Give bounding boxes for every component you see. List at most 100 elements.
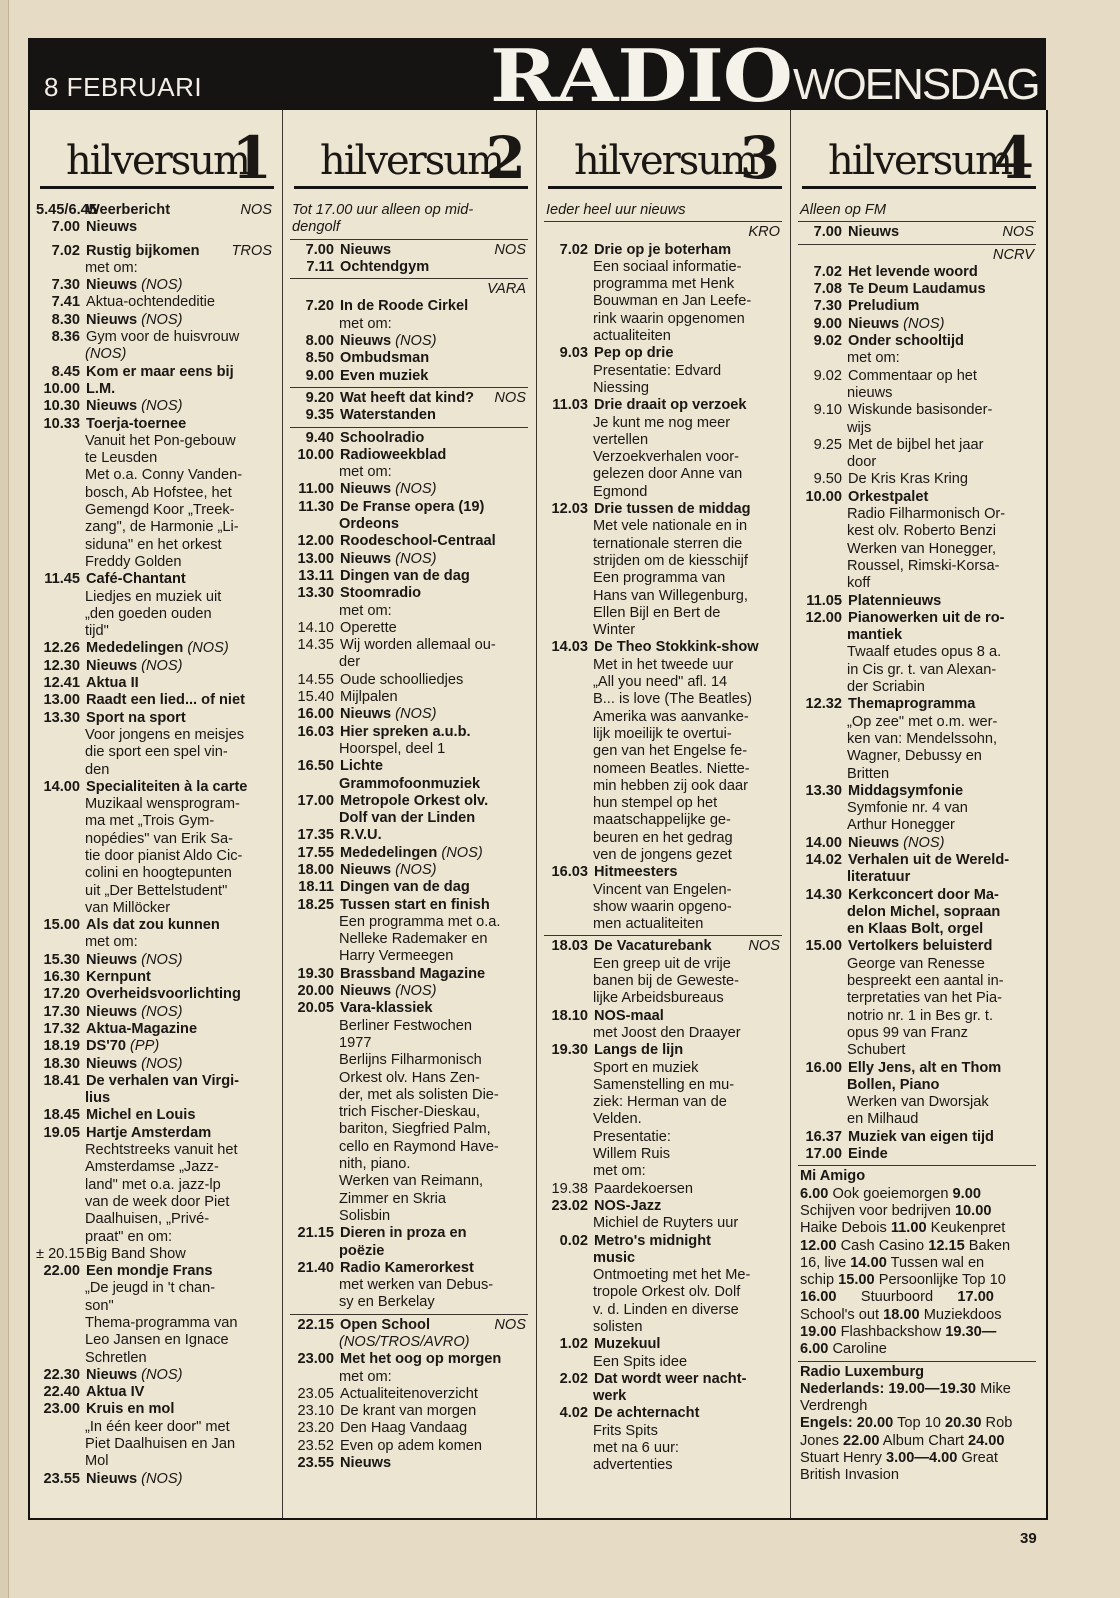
- program-text: Schijven voor bedrijven 10.00: [800, 1203, 991, 1219]
- station-title: hilversum 3: [548, 124, 782, 192]
- program-text: poëzie: [339, 1243, 384, 1259]
- program-text: Dingen van de dag: [340, 879, 470, 895]
- program-text: ven de jongens gezet: [593, 847, 732, 863]
- program-text: Radioweekblad: [340, 447, 446, 463]
- program-description: in Cis gr. t. van Alexan-: [847, 661, 997, 678]
- program-time: 11.45: [44, 571, 80, 588]
- program-description: terpretaties van het Pia-: [847, 990, 1002, 1007]
- program-entry: 7.02 Rustig bijkomen TROS: [36, 243, 274, 260]
- program-description: gelezen door Anne van: [593, 466, 743, 483]
- program-line: Amsterdamse „Jazz-: [36, 1159, 274, 1176]
- program-entry: 18.25 Tussen start en finish: [290, 897, 528, 914]
- program-description: Met in het tweede uur: [593, 656, 734, 673]
- program-description: met om:: [85, 934, 138, 951]
- program-text: tie door pianist Aldo Cic-: [85, 848, 242, 864]
- program-time: 7.02: [813, 263, 842, 280]
- program-time: 19.30: [551, 1042, 588, 1059]
- program-text: „All you need" afl. 14: [593, 674, 727, 690]
- program-text: Toerja-toernee: [86, 416, 186, 432]
- program-description: Paardekoersen: [594, 1180, 693, 1197]
- program-text: ken van: Mendelssohn,: [847, 731, 997, 747]
- program-description: notrio nr. 1 in Bes gr. t.: [847, 1007, 994, 1024]
- page-edge: [0, 0, 9, 1598]
- program-description: tijd": [85, 623, 109, 640]
- broadcaster-note: (NOS): [137, 657, 183, 674]
- program-description: Rechtstreeks vanuit het: [85, 1142, 238, 1159]
- program-description: Vanuit het Pon-gebouw: [85, 432, 236, 449]
- program-title: Muzekuul: [594, 1336, 661, 1353]
- program-line: met om:: [544, 1163, 782, 1180]
- broadcaster-note: (NOS): [391, 706, 437, 723]
- program-line: met Joost den Draayer: [544, 1025, 782, 1042]
- program-description: Sport en muziek: [593, 1059, 699, 1076]
- program-description: rink waarin opgenomen: [593, 310, 745, 327]
- program-text: 19.00 Flashbackshow 19.30—: [800, 1324, 996, 1340]
- program-text: lijk moeilijk te overtui-: [593, 726, 732, 742]
- program-entry: 23.52 Even op adem komen: [290, 1438, 528, 1455]
- program-line: dengolf: [290, 219, 528, 236]
- program-line: „den goeden ouden: [36, 606, 274, 623]
- program-time: 15.30: [43, 951, 80, 968]
- program-time: 23.10: [297, 1403, 334, 1420]
- program-description: tropole Orkest olv. Dolf: [593, 1284, 741, 1301]
- program-text: Aktua-ochtendeditie: [86, 294, 215, 310]
- program-text: Presentatie:: [593, 1129, 671, 1145]
- program-time: 9.00: [305, 367, 334, 384]
- program-line: Hans van Willegenburg,: [544, 588, 782, 605]
- program-entry: 7.41 Aktua-ochtendeditie: [36, 294, 274, 311]
- program-text: tropole Orkest olv. Dolf: [593, 1284, 740, 1300]
- station-title: hilversum 2: [294, 124, 528, 192]
- program-line: van de week door Piet: [36, 1194, 274, 1211]
- program-title: Drie tussen de middag: [594, 501, 751, 518]
- program-text: Nieuws (NOS): [86, 312, 183, 328]
- program-line: (NOS): [36, 346, 274, 363]
- program-text: Ombudsman: [340, 350, 429, 366]
- program-time: 14.55: [297, 671, 334, 688]
- program-text: Als dat zou kunnen: [86, 917, 220, 933]
- program-description: George van Renesse: [847, 955, 985, 972]
- program-time: 10.33: [43, 415, 80, 432]
- program-entry: 20.05 Vara-klassiek: [290, 1000, 528, 1017]
- program-line: praat" en om:: [36, 1229, 274, 1246]
- program-line: Werken van Honegger,: [798, 541, 1036, 558]
- program-title: Aktua IV: [86, 1384, 145, 1401]
- program-title: Nieuws: [340, 861, 392, 878]
- program-entry: 16.50 Lichte: [290, 758, 528, 775]
- program-text: ziek: Herman van de: [593, 1094, 727, 1110]
- program-title: Brassband Magazine: [340, 965, 486, 982]
- program-text: Nieuws (NOS): [848, 316, 945, 332]
- program-description: Twaalf etudes opus 8 a.: [847, 644, 1002, 661]
- program-text: Een greep uit de vrije: [593, 956, 731, 972]
- program-line: Stuart Henry 3.00—4.00 Great: [798, 1450, 1036, 1467]
- station-number: 4: [993, 124, 1034, 192]
- program-description: Vincent van Engelen-: [593, 881, 732, 898]
- program-entry: 14.30 Kerkconcert door Ma-: [798, 887, 1036, 904]
- program-title: poëzie: [339, 1242, 385, 1259]
- program-text: Waterstanden: [340, 407, 436, 423]
- program-entry: 2.02 Dat wordt weer nacht-: [544, 1371, 782, 1388]
- program-time: 23.00: [43, 1401, 80, 1418]
- program-time: 11.03: [552, 397, 588, 414]
- program-line: mantiek: [798, 627, 1036, 644]
- program-text: met om:: [85, 260, 138, 276]
- program-text: zang", de Harmonie „Li-: [85, 519, 239, 535]
- program-title: Nieuws: [340, 241, 392, 258]
- divider: [290, 238, 528, 240]
- broadcaster-label: NCRV: [992, 246, 1034, 263]
- program-time: 9.03: [559, 345, 588, 362]
- program-description: Michiel de Ruyters uur: [593, 1215, 739, 1232]
- header-title: RADIO: [490, 33, 793, 118]
- program-entry: 5.45/6.45Weerbericht NOS: [36, 202, 274, 219]
- program-time: 16.00: [297, 706, 334, 723]
- program-text: R.V.U.: [340, 827, 382, 843]
- program-time: 18.19: [43, 1038, 80, 1055]
- program-text: Je kunt me nog meer: [593, 415, 730, 431]
- program-line: Liedjes en muziek uit: [36, 589, 274, 606]
- program-text: die sport een spel vin-: [85, 744, 228, 760]
- program-entry: 20.00 Nieuws (NOS): [290, 983, 528, 1000]
- program-time: 19.38: [551, 1180, 588, 1197]
- program-title: Nieuws: [86, 1003, 138, 1020]
- program-text: Ieder heel uur nieuws: [546, 202, 686, 218]
- program-entry: 11.00 Nieuws (NOS): [290, 481, 528, 498]
- program-description: ziek: Herman van de: [593, 1094, 727, 1111]
